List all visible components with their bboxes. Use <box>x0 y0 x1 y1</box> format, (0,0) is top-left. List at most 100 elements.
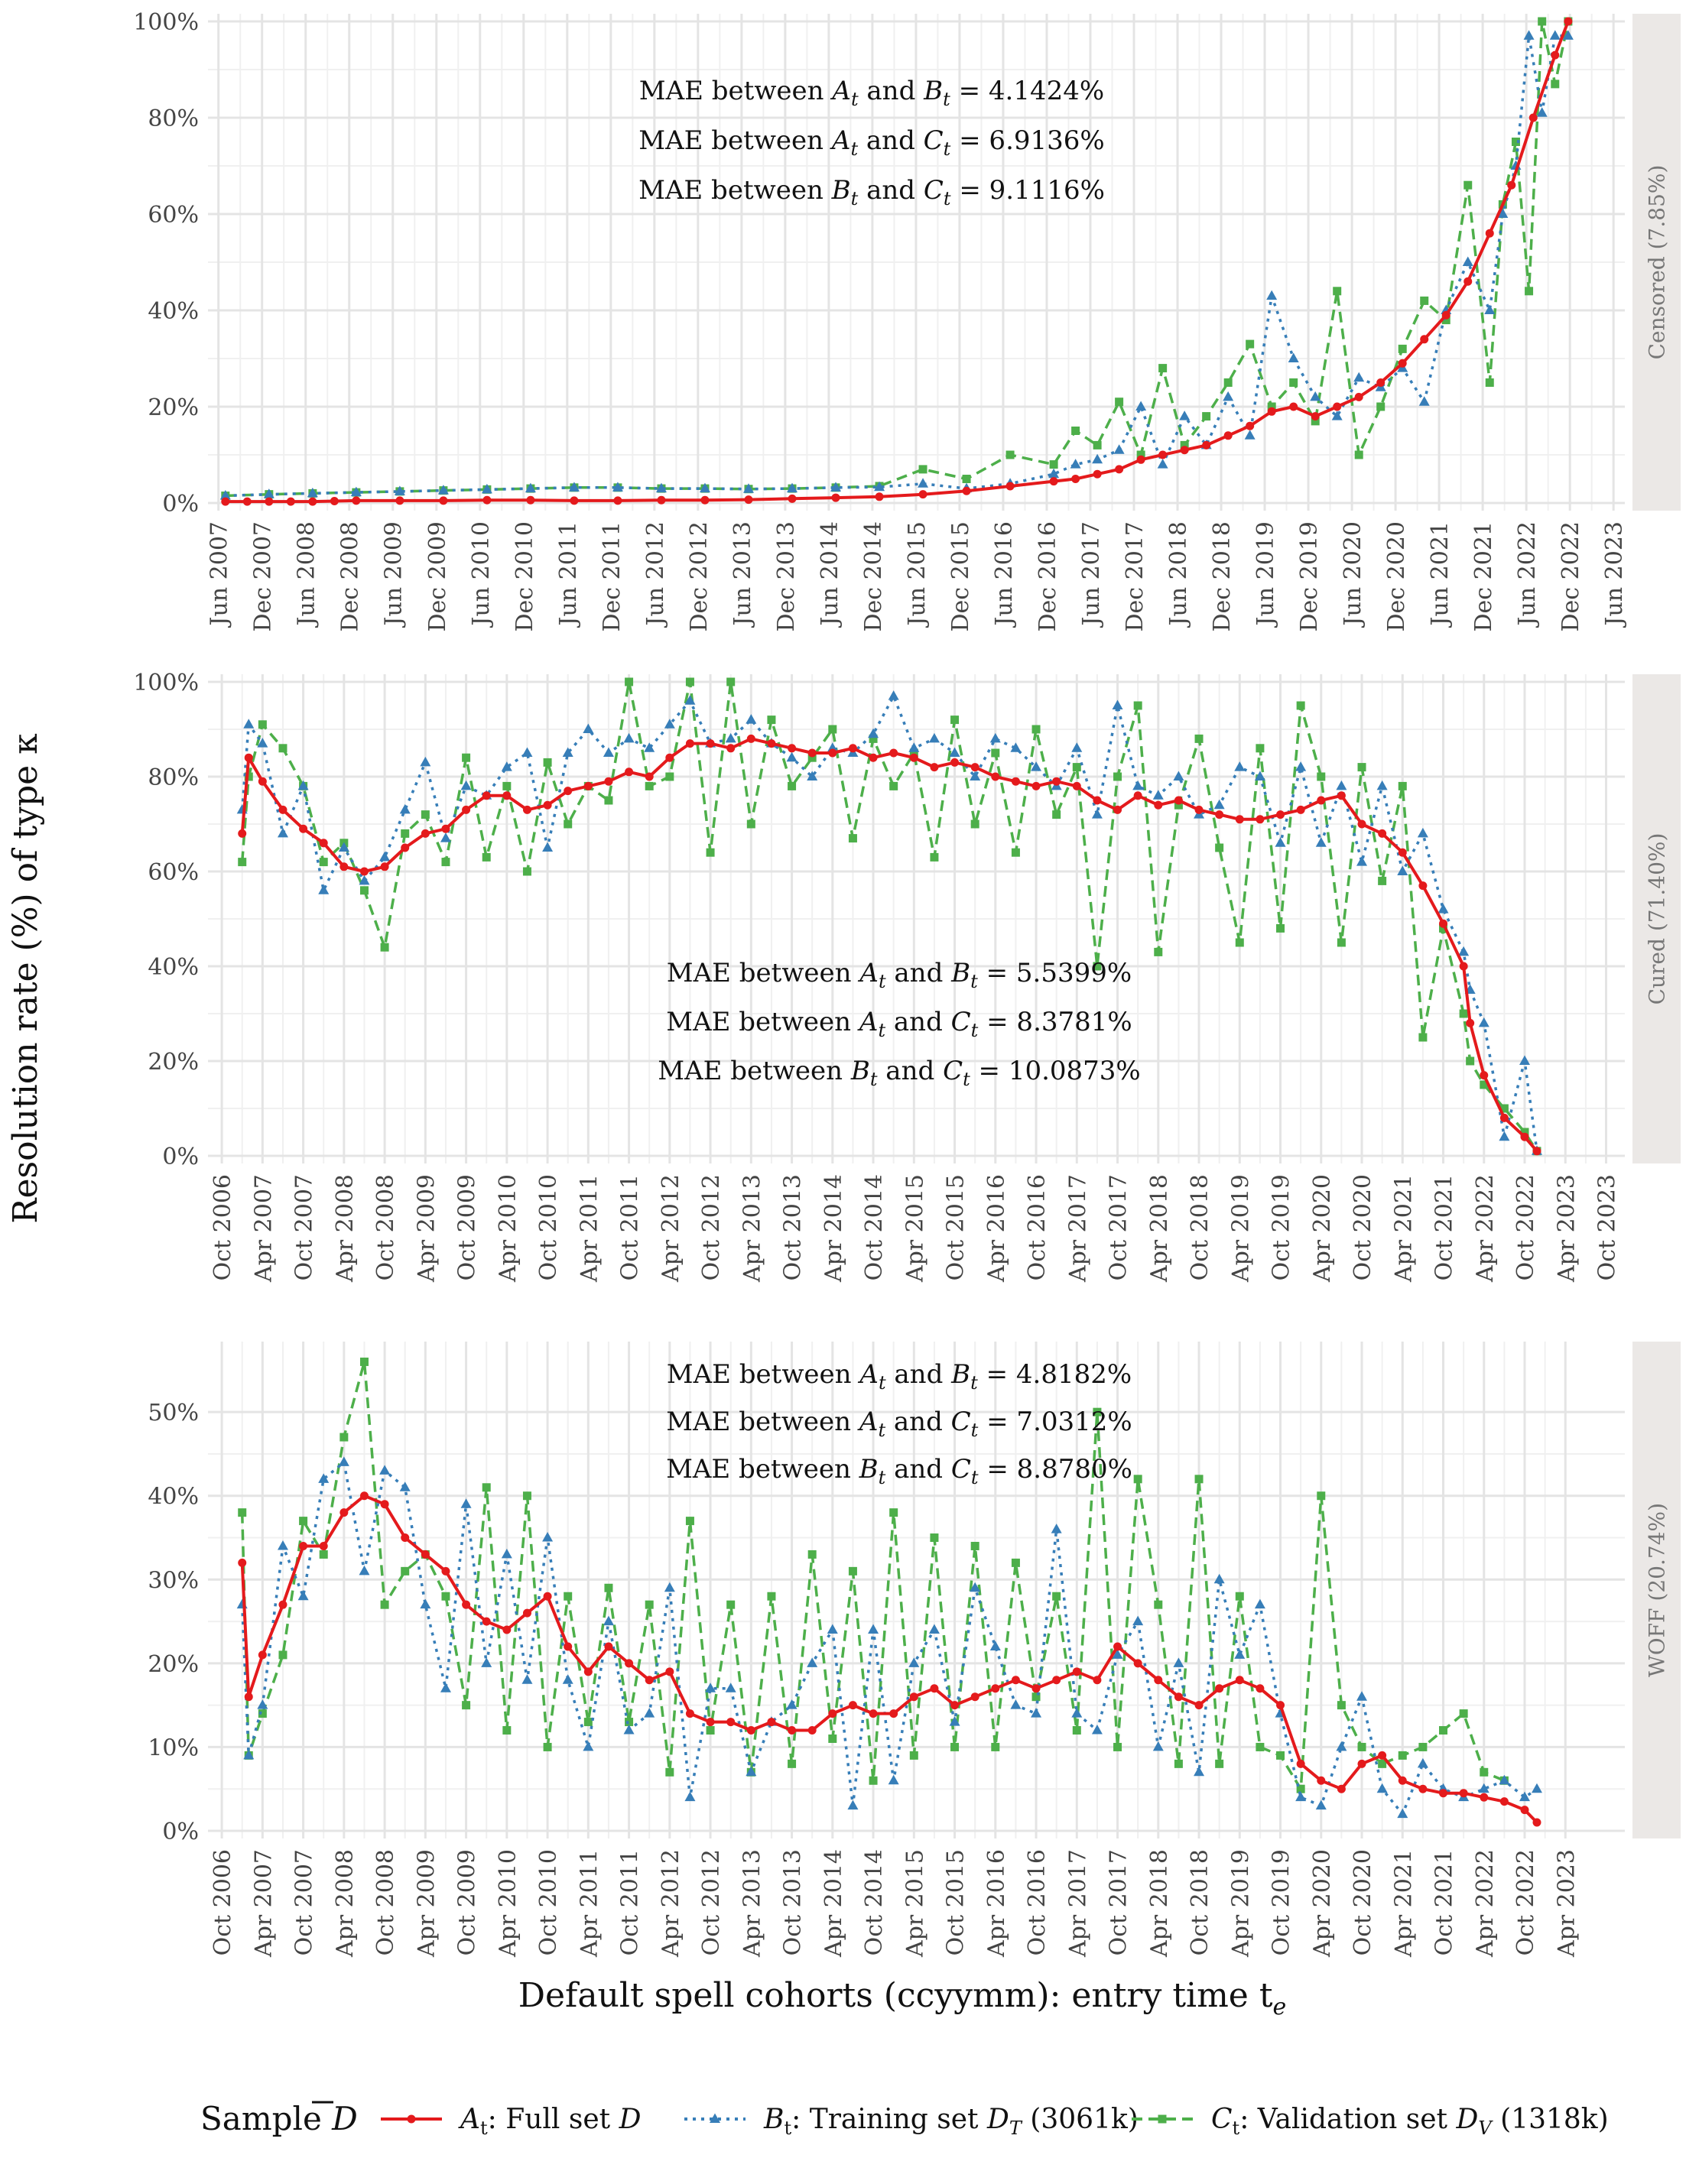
x-tick-label: Oct 2012 <box>698 1849 725 1955</box>
data-point-A <box>1485 229 1494 238</box>
data-point-A <box>421 1550 430 1559</box>
data-point-A <box>1532 1818 1541 1827</box>
data-point-C <box>1357 763 1366 772</box>
data-point-B <box>1315 837 1327 847</box>
data-point-A <box>767 1718 776 1727</box>
x-tick-label: Jun 2014 <box>817 521 843 628</box>
data-point-B <box>1295 761 1307 771</box>
data-point-B <box>243 719 255 729</box>
x-axis-label-main: Default spell cohorts (ccyymm): entry ti… <box>518 1976 1273 2015</box>
data-point-C <box>950 1742 960 1751</box>
y-axis-label: Resolution rate (%) of type κ <box>6 733 45 1223</box>
data-point-A <box>1223 431 1233 440</box>
mae-sub: t <box>851 188 859 209</box>
data-point-C <box>1246 339 1255 349</box>
data-point-A <box>1398 848 1407 857</box>
series-C <box>238 677 1541 1156</box>
y-tick-label: 60% <box>148 859 199 886</box>
data-point-A <box>502 1625 512 1634</box>
x-tick-label: Apr 2022 <box>1472 1849 1499 1958</box>
data-point-B <box>1152 790 1164 800</box>
x-tick-label: Apr 2021 <box>1390 1174 1417 1283</box>
x-tick-label: Apr 2008 <box>332 1174 359 1283</box>
data-point-A <box>319 839 328 848</box>
data-point-A <box>265 497 274 506</box>
data-point-A <box>319 1541 328 1550</box>
data-point-A <box>685 739 694 748</box>
data-point-C <box>319 1550 328 1559</box>
data-point-C <box>1256 1742 1265 1751</box>
data-point-A <box>991 772 1000 781</box>
data-point-A <box>950 758 960 767</box>
data-point-B <box>1132 1615 1144 1626</box>
x-tick-label: Oct 2013 <box>780 1849 807 1955</box>
mae-sub: t <box>879 1467 886 1488</box>
data-point-C <box>1441 316 1450 325</box>
data-point-B <box>1152 1741 1164 1751</box>
mae-series-b: C <box>924 125 944 156</box>
data-point-C <box>1398 344 1407 353</box>
mae-text: and <box>858 125 924 156</box>
data-point-A <box>286 497 295 506</box>
data-point-B <box>1531 1783 1542 1793</box>
data-point-A <box>564 1642 573 1651</box>
data-point-A <box>1296 1759 1305 1768</box>
data-point-A <box>744 495 753 505</box>
data-point-B <box>1418 396 1430 406</box>
data-point-B <box>583 723 594 733</box>
legend-set-symbol: D <box>986 2104 1009 2135</box>
data-point-B <box>928 1624 940 1634</box>
data-point-C <box>1418 1742 1428 1751</box>
data-point-B <box>612 482 623 492</box>
x-tick-label: Dec 2018 <box>1209 521 1236 632</box>
data-point-C <box>1136 450 1145 459</box>
x-tick-label: Apr 2015 <box>901 1174 928 1283</box>
data-point-A <box>1564 17 1573 26</box>
mae-value: = 4.1424% <box>950 76 1104 106</box>
data-point-A <box>526 495 535 505</box>
data-point-B <box>807 771 818 780</box>
x-tick-label: Oct 2022 <box>1512 1174 1539 1280</box>
data-point-B <box>827 742 838 752</box>
data-point-C <box>502 1726 512 1735</box>
data-point-B <box>1244 430 1256 440</box>
data-point-A <box>909 1692 918 1702</box>
data-point-C <box>1031 725 1041 734</box>
x-tick-label: Oct 2019 <box>1269 1174 1295 1280</box>
data-point-C <box>970 819 979 829</box>
series-line-C <box>240 1360 1506 1790</box>
data-point-B <box>1478 1783 1489 1793</box>
data-point-C <box>950 716 960 725</box>
mae-series-b: C <box>951 1407 971 1437</box>
y-tick-label: 40% <box>148 954 199 981</box>
data-point-B <box>1010 742 1022 752</box>
data-point-B <box>1336 1741 1347 1751</box>
data-point-A <box>1031 1684 1041 1693</box>
y-tick-label: 40% <box>148 298 199 325</box>
legend-series-desc: : Validation set <box>1239 2104 1456 2135</box>
data-point-C <box>1551 80 1560 89</box>
data-point-B <box>664 719 675 729</box>
data-point-C <box>1296 701 1305 710</box>
data-point-C <box>462 1701 471 1710</box>
data-point-B <box>263 488 275 498</box>
data-point-B <box>1254 771 1265 780</box>
data-point-C <box>1223 378 1233 387</box>
data-point-B <box>949 747 960 757</box>
data-point-B <box>928 732 940 743</box>
mae-sub: t <box>944 188 951 209</box>
data-point-C <box>604 796 613 805</box>
data-point-C <box>1463 180 1473 190</box>
x-tick-label: Dec 2017 <box>1122 521 1148 632</box>
data-point-B <box>542 842 554 852</box>
y-tick-label: 0% <box>162 1819 199 1845</box>
x-tick-label: Oct 2021 <box>1431 1174 1458 1280</box>
x-tick-label: Oct 2007 <box>291 1174 318 1280</box>
y-tick-label: 80% <box>148 764 199 791</box>
mae-series-b: B <box>950 958 970 988</box>
data-point-C <box>1337 1701 1346 1710</box>
data-point-B <box>437 485 449 495</box>
data-point-B <box>989 732 1001 743</box>
data-point-A <box>439 496 448 505</box>
data-point-C <box>1256 744 1265 753</box>
